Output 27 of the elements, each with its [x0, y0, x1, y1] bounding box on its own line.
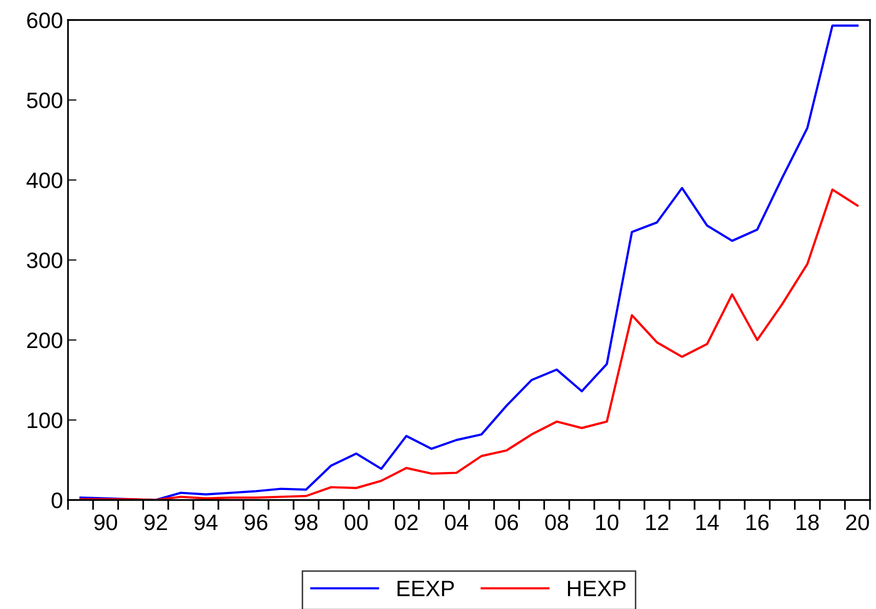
- line-series: [79, 188, 859, 500]
- line-series: [79, 24, 859, 500]
- x-tick-label: 96: [244, 514, 268, 530]
- x-tick-label: 06: [495, 514, 518, 530]
- y-tick-label: 100: [28, 412, 62, 428]
- x-tick-label: 02: [394, 514, 418, 530]
- y-tick-label: 500: [26, 92, 62, 108]
- y-tick-label: 0: [52, 492, 62, 508]
- x-tick-label: 16: [746, 514, 769, 530]
- y-tick-label: 200: [27, 332, 62, 348]
- x-tick-label: 90: [94, 514, 118, 530]
- y-tick-label: 300: [26, 252, 62, 268]
- x-tick-label: 10: [596, 514, 618, 530]
- x-tick-label: 14: [696, 514, 719, 530]
- y-tick-label: 600: [27, 12, 62, 28]
- x-tick-label: 08: [545, 514, 568, 530]
- x-tick-label: 98: [294, 514, 318, 530]
- y-tick-label: 400: [26, 172, 62, 188]
- x-tick-label: 12: [646, 514, 668, 530]
- x-tick-label: 04: [444, 514, 468, 530]
- legend-label: EEXP: [398, 580, 454, 596]
- x-tick-label: 18: [796, 514, 819, 530]
- x-tick-label: 92: [144, 514, 167, 530]
- x-tick-label: 20: [846, 514, 869, 530]
- x-tick-label: 00: [344, 514, 368, 530]
- legend-label: HEXP: [568, 580, 626, 596]
- x-tick-label: 94: [194, 514, 218, 530]
